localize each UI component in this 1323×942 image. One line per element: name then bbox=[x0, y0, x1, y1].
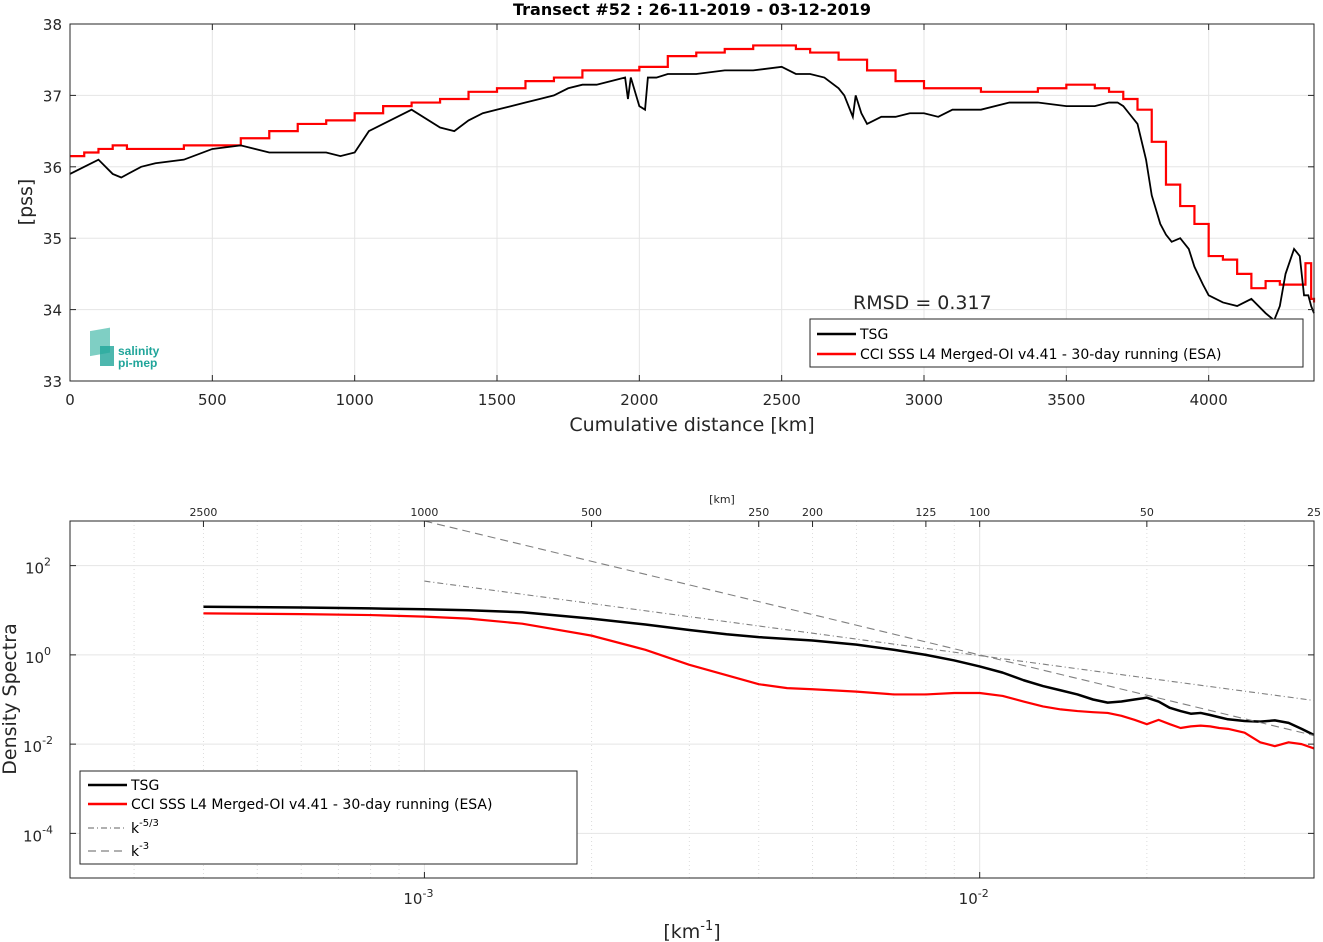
bottom-x-tick-label: 10-3 bbox=[403, 887, 433, 908]
legend-k53-sup: -5/3 bbox=[139, 818, 159, 829]
bottom-y-tick-label: 10-4 bbox=[23, 823, 53, 845]
top-legend-box bbox=[809, 318, 1304, 368]
bottom-y-tick-base: 10 bbox=[25, 649, 44, 667]
bottom-axes-box bbox=[69, 520, 1315, 879]
top-x-tick-label: 2000 bbox=[620, 391, 658, 409]
bottom-legend-box bbox=[79, 770, 578, 865]
top-y-tick-label: 38 bbox=[43, 16, 62, 34]
bottom-series-k3-line bbox=[424, 520, 1315, 737]
bottom-x-axis-label-end: ] bbox=[713, 921, 720, 942]
bottom-y-tick-exp: 2 bbox=[44, 556, 51, 569]
top-km-tick-label: 50 bbox=[1140, 506, 1154, 519]
bottom-y-tick-base: 10 bbox=[25, 560, 44, 578]
bottom-x-tick-exp: -3 bbox=[422, 887, 433, 900]
legend-k3-base: k bbox=[131, 844, 140, 860]
bottom-x-axis-label: [km-1] bbox=[663, 919, 720, 942]
top-y-tick-label: 36 bbox=[43, 159, 62, 177]
bottom-y-tick-base: 10 bbox=[23, 827, 42, 845]
bottom-y-tick-exp: -2 bbox=[42, 734, 53, 747]
logo-text-line2: pi-mep bbox=[118, 356, 157, 370]
bottom-x-tick-exp: -2 bbox=[978, 887, 989, 900]
logo-text-line1: salinity bbox=[118, 344, 160, 358]
rmsd-annotation: RMSD = 0.317 bbox=[853, 292, 992, 314]
top-series bbox=[69, 44, 1316, 322]
top-y-tick-label: 33 bbox=[43, 373, 62, 391]
bottom-x-axis-label-base: [km bbox=[663, 921, 700, 942]
top-axis-km-label: [km] bbox=[709, 493, 735, 506]
bottom-legend-label-cci: CCI SSS L4 Merged-OI v4.41 - 30-day runn… bbox=[131, 797, 492, 813]
top-x-tick-label: 3500 bbox=[1047, 391, 1085, 409]
bottom-y-tick-label: 10-2 bbox=[23, 734, 53, 756]
logo-graphic-accent bbox=[100, 346, 114, 366]
top-km-tick-label: 250 bbox=[748, 506, 769, 519]
top-chart-title: Transect #52 : 26-11-2019 - 03-12-2019 bbox=[513, 0, 871, 19]
bottom-legend-label-tsg: TSG bbox=[130, 778, 159, 794]
top-x-tick-label: 4000 bbox=[1190, 391, 1228, 409]
top-km-tick-label: 25 bbox=[1307, 506, 1321, 519]
bottom-series-tsg-line bbox=[203, 605, 1315, 737]
salinity-transect-chart: 0 500 1000 1500 2000 2500 3000 3500 4000 33 34 35 36… bbox=[15, 0, 1316, 436]
top-legend: TSG CCI SSS L4 Merged-OI v4.41 - 30-day … bbox=[809, 318, 1304, 368]
top-km-tick-label: 100 bbox=[969, 506, 990, 519]
bottom-y-tick-label: 102 bbox=[25, 556, 51, 578]
top-y-tick-label: 34 bbox=[43, 302, 62, 320]
top-x-tick-label: 2500 bbox=[763, 391, 801, 409]
top-x-tick-label: 500 bbox=[198, 391, 227, 409]
legend-k3-sup: -3 bbox=[139, 841, 149, 852]
top-x-tick-label: 1000 bbox=[336, 391, 374, 409]
top-series-cci-line bbox=[70, 44, 1316, 303]
salinity-pi-mep-logo: salinity pi-mep bbox=[90, 327, 160, 370]
top-y-tick-label: 37 bbox=[43, 87, 62, 105]
legend-k53-base: k bbox=[131, 821, 140, 837]
top-km-tick-label: 1000 bbox=[410, 506, 438, 519]
top-legend-label-tsg: TSG bbox=[859, 327, 888, 343]
bottom-legend-label-k3: k-3 bbox=[131, 841, 149, 860]
bottom-y-tick-exp: 0 bbox=[44, 645, 51, 658]
bottom-series-cci-line bbox=[203, 612, 1315, 750]
bottom-y-axis-label: Density Spectra bbox=[0, 623, 21, 774]
top-legend-label-cci: CCI SSS L4 Merged-OI v4.41 - 30-day runn… bbox=[860, 347, 1221, 363]
top-km-tick-label: 2500 bbox=[189, 506, 217, 519]
top-x-tick-label: 3000 bbox=[905, 391, 943, 409]
top-km-tick-label: 125 bbox=[915, 506, 936, 519]
bottom-x-tick-label: 10-2 bbox=[959, 887, 989, 908]
top-x-tick-label: 0 bbox=[65, 391, 75, 409]
top-x-axis-label: Cumulative distance [km] bbox=[569, 414, 814, 436]
top-y-axis-label: [pss] bbox=[15, 179, 37, 226]
top-km-tick-label: 500 bbox=[581, 506, 602, 519]
top-y-tick-label: 35 bbox=[43, 230, 62, 248]
bottom-x-tick-base: 10 bbox=[403, 890, 422, 908]
bottom-legend-label-k53: k-5/3 bbox=[131, 818, 159, 837]
bottom-y-tick-base: 10 bbox=[23, 738, 42, 756]
top-ticks: 0 500 1000 1500 2000 2500 3000 3500 4000 33 34 35 36… bbox=[43, 16, 1314, 409]
bottom-x-tick-base: 10 bbox=[959, 890, 978, 908]
bottom-legend: TSG CCI SSS L4 Merged-OI v4.41 - 30-day … bbox=[79, 770, 578, 865]
top-x-tick-label: 1500 bbox=[478, 391, 516, 409]
bottom-y-tick-exp: -4 bbox=[42, 823, 53, 836]
top-axes-box bbox=[69, 23, 1315, 382]
top-grid bbox=[70, 24, 1314, 381]
bottom-x-axis-label-sup: -1 bbox=[700, 919, 713, 934]
bottom-series bbox=[203, 520, 1315, 750]
top-series-tsg-line bbox=[69, 65, 1315, 322]
top-km-tick-label: 200 bbox=[802, 506, 823, 519]
bottom-y-tick-label: 100 bbox=[25, 645, 51, 667]
